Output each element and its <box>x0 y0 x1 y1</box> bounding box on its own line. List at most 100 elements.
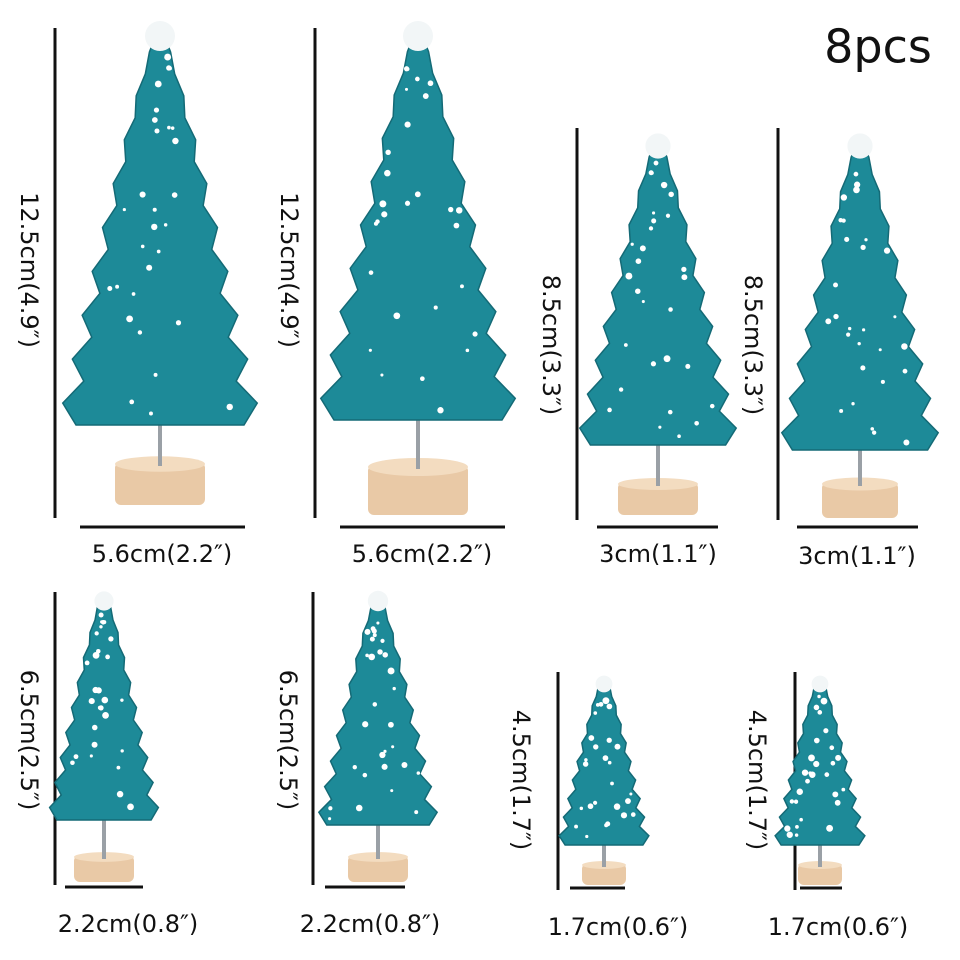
height-label: 4.5cm(1.7″) <box>507 710 535 851</box>
snow-speck <box>853 186 860 194</box>
snow-speck <box>365 653 369 658</box>
snow-speck <box>629 792 633 796</box>
snow-speck <box>618 387 624 392</box>
snow-speck <box>808 771 812 775</box>
snow-speck <box>681 266 687 273</box>
snow-speck <box>823 728 829 734</box>
snow-speck <box>369 636 375 642</box>
snow-speck <box>376 621 380 625</box>
height-label: 4.5cm(1.7″) <box>743 710 771 851</box>
snow-speck <box>355 804 363 812</box>
snow-speck <box>153 372 158 377</box>
tree-foliage <box>578 139 738 446</box>
snow-speck <box>824 772 830 777</box>
snow-speck <box>871 430 877 435</box>
snow-speck <box>793 799 799 804</box>
snow-speck <box>605 821 611 827</box>
snow-speck <box>152 207 157 212</box>
snow-speck <box>841 787 846 792</box>
tree-foliage <box>48 594 160 821</box>
width-label: 3cm(1.1″) <box>599 540 717 568</box>
snow-speck <box>893 315 897 319</box>
snow-speck <box>878 348 882 352</box>
snow-speck <box>663 355 671 363</box>
snow-speck <box>401 762 408 769</box>
snow-speck <box>833 282 838 288</box>
snow-speck <box>102 620 107 625</box>
width-label: 2.2cm(0.8″) <box>58 910 199 938</box>
snow-speck <box>650 361 657 367</box>
snow-speck <box>414 810 419 815</box>
snow-speck <box>101 696 109 704</box>
snow-speck <box>380 638 385 643</box>
snow-speck <box>786 831 793 838</box>
snow-speck <box>98 612 104 618</box>
snow-speck <box>799 817 803 822</box>
snow-speck <box>171 192 178 198</box>
snow-speck <box>605 698 610 703</box>
snow-speck <box>115 284 120 289</box>
snow-speck <box>839 408 844 413</box>
snow-speck <box>635 258 642 265</box>
snow-speck <box>92 651 100 659</box>
snow-speck <box>126 315 134 323</box>
tree-base <box>822 482 898 518</box>
snow-speck <box>677 434 681 439</box>
snow-speck <box>593 800 598 805</box>
snow-speck <box>427 80 434 87</box>
count-label: 8pcs <box>824 20 932 74</box>
snow-speck <box>122 207 126 212</box>
snow-speck <box>593 711 598 715</box>
snow-speck <box>593 744 599 750</box>
snow-speck <box>709 403 715 409</box>
snow-speck <box>623 343 628 347</box>
height-label: 6.5cm(2.5″) <box>274 670 302 811</box>
snow-speck <box>91 724 98 731</box>
snow-speck <box>416 771 421 775</box>
snow-speck <box>352 765 357 770</box>
snow-speck <box>99 625 103 629</box>
snow-speck <box>328 817 332 821</box>
snow-speck <box>825 318 832 325</box>
snow-speck <box>153 107 160 113</box>
snow-speck <box>641 300 645 304</box>
snow-speck <box>95 687 102 694</box>
snow-speck <box>813 704 820 711</box>
snow-speck <box>120 749 124 753</box>
snow-speck <box>595 703 600 707</box>
snow-speck <box>607 760 612 765</box>
snow-speck <box>826 824 834 832</box>
snow-speck <box>648 226 654 231</box>
snow-speck <box>460 284 464 289</box>
snow-speck <box>853 181 861 188</box>
snow-speck <box>694 420 699 426</box>
snow-speck <box>606 737 612 743</box>
snow-speck <box>84 660 90 666</box>
snow-speck <box>362 772 368 778</box>
snow-speck <box>388 721 394 728</box>
width-label: 5.6cm(2.2″) <box>352 540 493 568</box>
snow-speck <box>685 363 691 369</box>
snow-speck <box>652 211 656 215</box>
snow-speck <box>404 121 411 128</box>
snow-speck <box>851 402 855 406</box>
snow-speck <box>862 328 866 332</box>
tree-foliage <box>61 29 259 426</box>
snow-speck <box>902 368 908 374</box>
snow-speck <box>625 798 631 804</box>
snow-speck <box>433 305 438 310</box>
snow-speck <box>829 745 835 751</box>
snow-cap <box>847 133 873 159</box>
snow-speck <box>653 160 659 166</box>
snow-speck <box>381 211 388 218</box>
tree-base <box>582 863 626 885</box>
snow-speck <box>422 93 429 99</box>
height-label: 8.5cm(3.3″) <box>739 275 767 416</box>
height-label: 8.5cm(3.3″) <box>537 275 565 416</box>
snow-speck <box>164 53 172 61</box>
snow-speck <box>832 791 839 798</box>
snow-speck <box>582 761 589 767</box>
snow-speck <box>602 755 609 761</box>
snow-speck <box>635 288 641 294</box>
snow-speck <box>834 799 841 806</box>
